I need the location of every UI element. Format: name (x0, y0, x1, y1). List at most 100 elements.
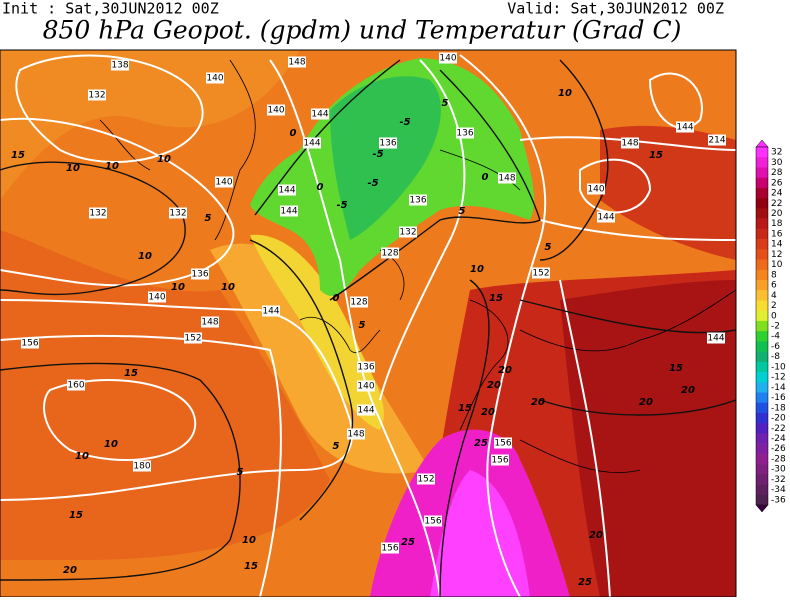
label-box (456, 127, 474, 139)
temperature-label: 10 (221, 282, 235, 293)
label-box (303, 137, 321, 149)
geopotential-label: 148 (621, 139, 638, 149)
geopotential-label: 148 (498, 174, 515, 184)
colorbar-swatch (756, 177, 768, 189)
colorbar-label: 14 (771, 240, 783, 250)
geopotential-contour (0, 334, 282, 597)
temperature-contour (0, 161, 186, 296)
geopotential-label: 156 (21, 339, 38, 349)
label-box (347, 428, 365, 440)
colorbar-swatch (756, 361, 768, 373)
geopotential-label: 144 (597, 213, 614, 223)
temperature-area (560, 280, 736, 597)
label-box (381, 542, 399, 554)
colorbar-swatch (756, 239, 768, 250)
colorbar-swatch (756, 453, 768, 465)
temperature-label: -5 (336, 200, 347, 211)
geopotential-label: 136 (456, 129, 473, 139)
temperature-label: 0 (482, 172, 489, 183)
geopotential-label: 128 (350, 298, 367, 308)
geopotential-label: 140 (148, 293, 165, 303)
colorbar-label: -16 (771, 393, 786, 403)
geopotential-label: 156 (494, 439, 511, 449)
temperature-label: 20 (589, 530, 603, 541)
temperature-label: 5 (442, 98, 449, 109)
temperature-label: 10 (75, 451, 89, 462)
colorbar-label: -4 (771, 332, 780, 342)
label-box (587, 183, 605, 195)
colorbar-label: 6 (771, 281, 777, 291)
geopotential-label: 156 (381, 544, 398, 554)
temperature-label: 10 (470, 264, 484, 275)
label-box (311, 108, 329, 120)
temperature-label: -5 (399, 117, 410, 128)
geopotential-label: 144 (707, 334, 724, 344)
colorbar-label: 20 (771, 209, 783, 219)
colorbar-swatch (756, 157, 768, 168)
colorbar-label: 4 (771, 291, 777, 301)
colorbar-label: 18 (771, 219, 783, 229)
label-box (357, 361, 375, 373)
map-field (0, 50, 736, 597)
colorbar-swatch (756, 187, 768, 199)
geopotential-label: 148 (201, 318, 218, 328)
geopotential-label: 128 (381, 249, 398, 259)
label-box (206, 72, 224, 84)
colorbar-swatch (756, 279, 768, 291)
colorbar-swatch (756, 494, 768, 506)
temperature-label: 20 (63, 565, 77, 576)
temperature-label: 10 (171, 282, 185, 293)
temperature-label: 10 (138, 251, 152, 262)
temperature-label: 15 (489, 293, 503, 304)
geopotential-contour (459, 54, 547, 597)
colorbar-label: 10 (771, 260, 783, 270)
label-box (288, 56, 306, 68)
temperature-label: 10 (558, 88, 572, 99)
temperature-contour (539, 59, 609, 261)
geopotential-label: 152 (532, 269, 549, 279)
label-box (133, 460, 151, 472)
label-box (379, 137, 397, 149)
temperature-label: 20 (681, 385, 695, 396)
colorbar-swatch (756, 331, 768, 342)
temperature-contour (439, 279, 736, 597)
geopotential-label: 132 (89, 209, 106, 219)
geopotential-label: 136 (409, 196, 426, 206)
label-box (262, 305, 280, 317)
colorbar-swatch (756, 412, 768, 424)
label-box (215, 176, 233, 188)
geopotential-label: 132 (88, 91, 105, 101)
colorbar-swatch (756, 218, 768, 230)
label-box (111, 59, 129, 71)
init-time: Init : Sat,30JUN2012 00Z (2, 0, 219, 18)
geopotential-contour (379, 59, 466, 401)
colorbar-label: -18 (771, 403, 786, 413)
geopotential-contour (43, 379, 197, 461)
geopotential-label: 140 (267, 106, 284, 116)
temperature-label: 20 (481, 407, 495, 418)
temperature-label: 10 (66, 163, 80, 174)
colorbar-swatch (756, 228, 768, 240)
temperature-label: 10 (157, 154, 171, 165)
temperature-contour (249, 239, 354, 521)
geopotential-label: 180 (133, 462, 150, 472)
geopotential-contour (0, 299, 353, 501)
colorbar-frame (755, 146, 769, 506)
colorbar-swatch (756, 147, 768, 158)
geopotential-label: 144 (280, 207, 297, 217)
label-box (491, 454, 509, 466)
geopotential-label: 148 (347, 430, 364, 440)
geopotential-label: 132 (399, 228, 416, 238)
colorbar-label: 8 (771, 270, 777, 280)
label-box (267, 104, 285, 116)
colorbar-label: 2 (771, 301, 777, 311)
colorbar-swatch (756, 433, 768, 444)
geopotential-label: 132 (169, 209, 186, 219)
geopotential-label: 144 (676, 123, 693, 133)
temperature-label: 10 (242, 535, 256, 546)
colorbar-label: -14 (771, 383, 786, 393)
label-box (21, 337, 39, 349)
temperature-label: 15 (124, 368, 138, 379)
temperature-label: 15 (69, 510, 83, 521)
temperature-label: 20 (531, 397, 545, 408)
